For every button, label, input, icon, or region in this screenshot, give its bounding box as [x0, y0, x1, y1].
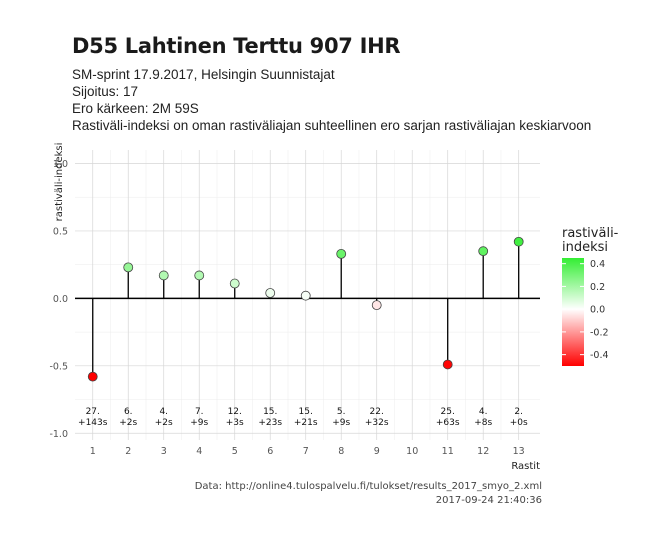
- chart-title: D55 Lahtinen Terttu 907 IHR: [72, 34, 401, 58]
- point-diff-label: +23s: [258, 418, 282, 428]
- point-diff-label: +8s: [474, 418, 492, 428]
- legend-tick-label: 0.0: [590, 305, 605, 316]
- point-rank-label: 22.: [370, 407, 384, 417]
- point-diff-label: +21s: [294, 418, 318, 428]
- x-tick-label: 10: [406, 446, 418, 457]
- point-rank-label: 4.: [479, 407, 488, 417]
- y-tick-label: 1.0: [53, 159, 68, 170]
- point-diff-label: +9s: [332, 418, 350, 428]
- legend-ticks: 0.4 0.2 0.0 -0.2 -0.4: [562, 259, 609, 361]
- data-point: [371, 300, 382, 311]
- point-rank-label: 5.: [337, 407, 346, 417]
- point-diff-label: +9s: [190, 418, 208, 428]
- data-point: [336, 248, 347, 259]
- y-tick-label: -1.0: [49, 429, 68, 440]
- data-point: [194, 270, 205, 281]
- data-point: [229, 278, 240, 289]
- stems: [92, 241, 520, 377]
- point-rank-label: 12.: [228, 407, 242, 417]
- x-axis-ticks: 1 2 3 4 5 6 7 8 9 10 11 12 13: [90, 446, 525, 457]
- point-diff-label: +143s: [78, 418, 108, 428]
- timestamp: 2017-09-24 21:40:36: [435, 495, 542, 506]
- x-tick-label: 9: [374, 446, 380, 457]
- point-diff-label: +63s: [436, 418, 460, 428]
- y-axis-ticks: -1.0 -0.5 0.0 0.5 1.0: [49, 159, 68, 440]
- points: [87, 236, 524, 382]
- y-axis-label: rastiväli-indeksi: [54, 143, 65, 222]
- data-point: [265, 288, 276, 298]
- data-point: [87, 371, 98, 382]
- x-tick-label: 5: [232, 446, 238, 457]
- point-rank-label: 4.: [159, 407, 168, 417]
- data-point: [300, 290, 311, 301]
- data-point: [158, 270, 169, 281]
- legend-tick-label: 0.4: [590, 259, 605, 270]
- x-tick-label: 13: [513, 446, 525, 457]
- data-point: [513, 236, 524, 247]
- legend-colorbar: [562, 258, 584, 366]
- x-tick-label: 1: [90, 446, 96, 457]
- data-point: [442, 359, 453, 370]
- x-tick-label: 6: [267, 446, 273, 457]
- data-point: [478, 246, 489, 257]
- legend-title-line-2: indeksi: [562, 240, 608, 255]
- point-labels: 27.+143s6.+2s4.+2s7.+9s12.+3s15.+23s15.+…: [78, 407, 528, 428]
- legend-tick-label: 0.2: [590, 282, 605, 293]
- x-tick-label: 12: [477, 446, 489, 457]
- point-rank-label: 15.: [299, 407, 313, 417]
- legend-tick-label: -0.4: [590, 350, 609, 361]
- subtitle-gap: Ero kärkeen: 2M 59S: [72, 101, 199, 116]
- y-tick-label: 0.5: [53, 226, 68, 237]
- y-tick-label: -0.5: [49, 361, 68, 372]
- grid-major: [75, 150, 540, 440]
- x-tick-label: 11: [442, 446, 454, 457]
- point-rank-label: 27.: [86, 407, 100, 417]
- legend-tick-label: -0.2: [590, 327, 609, 338]
- point-rank-label: 2.: [514, 407, 523, 417]
- x-tick-label: 4: [196, 446, 202, 457]
- point-diff-label: +3s: [226, 418, 244, 428]
- point-diff-label: +2s: [119, 418, 137, 428]
- color-legend: rastiväli- indeksi 0.4 0.2 0.0 -0.2 -0.4: [562, 226, 619, 366]
- point-rank-label: 6.: [124, 407, 133, 417]
- point-rank-label: 15.: [263, 407, 277, 417]
- point-diff-label: +32s: [365, 418, 389, 428]
- point-diff-label: +0s: [510, 418, 528, 428]
- point-diff-label: +2s: [155, 418, 173, 428]
- x-tick-label: 8: [338, 446, 344, 457]
- point-rank-label: 25.: [441, 407, 455, 417]
- legend-title-line-1: rastiväli-: [562, 226, 619, 241]
- point-rank-label: 7.: [195, 407, 204, 417]
- subtitle-event: SM-sprint 17.9.2017, Helsingin Suunnista…: [72, 67, 335, 82]
- x-tick-label: 7: [303, 446, 309, 457]
- x-axis-label: Rastit: [511, 461, 540, 472]
- subtitle-placement: Sijoitus: 17: [72, 84, 139, 99]
- y-tick-label: 0.0: [53, 294, 68, 305]
- x-tick-label: 3: [161, 446, 167, 457]
- subtitle-description: Rastiväli-indeksi on oman rastiväliajan …: [72, 118, 592, 133]
- data-source: Data: http://online4.tulospalvelu.fi/tul…: [194, 481, 542, 492]
- data-point: [123, 262, 134, 273]
- x-tick-label: 2: [125, 446, 131, 457]
- grid-minor: [75, 150, 540, 440]
